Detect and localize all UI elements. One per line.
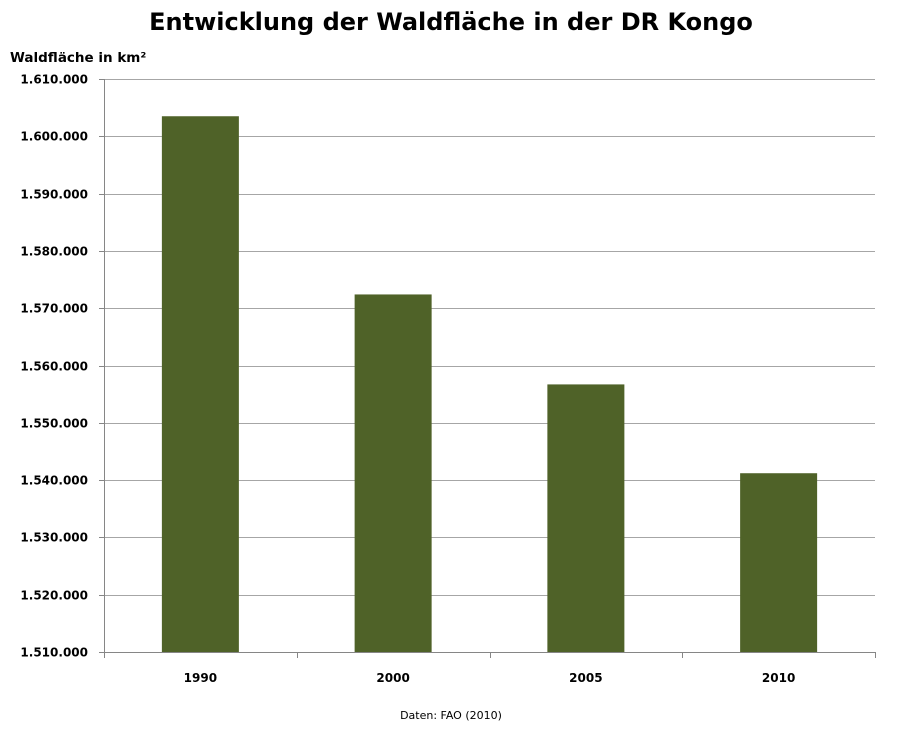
chart-title: Entwicklung der Waldfläche in der DR Kon…	[149, 8, 753, 36]
x-tick-labels: 1990 2000 2005 2010	[184, 671, 796, 685]
y-tick-label: 1.510.000	[20, 646, 88, 660]
source-note: Daten: FAO (2010)	[400, 709, 502, 722]
y-tick-label: 1.580.000	[20, 245, 88, 259]
y-tick-label: 1.520.000	[20, 589, 88, 603]
y-tick-label: 1.590.000	[20, 188, 88, 202]
y-tick-label: 1.610.000	[20, 73, 88, 87]
y-tick-label: 1.540.000	[20, 474, 88, 488]
axes	[99, 79, 876, 658]
y-axis-label: Waldfläche in km²	[10, 50, 146, 66]
bar	[740, 473, 818, 652]
x-tick-label: 2000	[376, 671, 409, 685]
x-tick-label: 1990	[184, 671, 217, 685]
bar	[161, 116, 239, 653]
x-tick-label: 2005	[569, 671, 602, 685]
y-tick-label: 1.550.000	[20, 417, 88, 431]
bar	[547, 384, 625, 652]
bar	[354, 294, 432, 652]
x-tick-label: 2010	[762, 671, 795, 685]
y-tick-label: 1.600.000	[20, 130, 88, 144]
y-tick-label: 1.570.000	[20, 302, 88, 316]
y-tick-label: 1.530.000	[20, 531, 88, 545]
y-tick-label: 1.560.000	[20, 360, 88, 374]
y-tick-labels: 1.510.000 1.520.000 1.530.000 1.540.000 1.55…	[20, 73, 88, 660]
bars	[161, 116, 818, 653]
